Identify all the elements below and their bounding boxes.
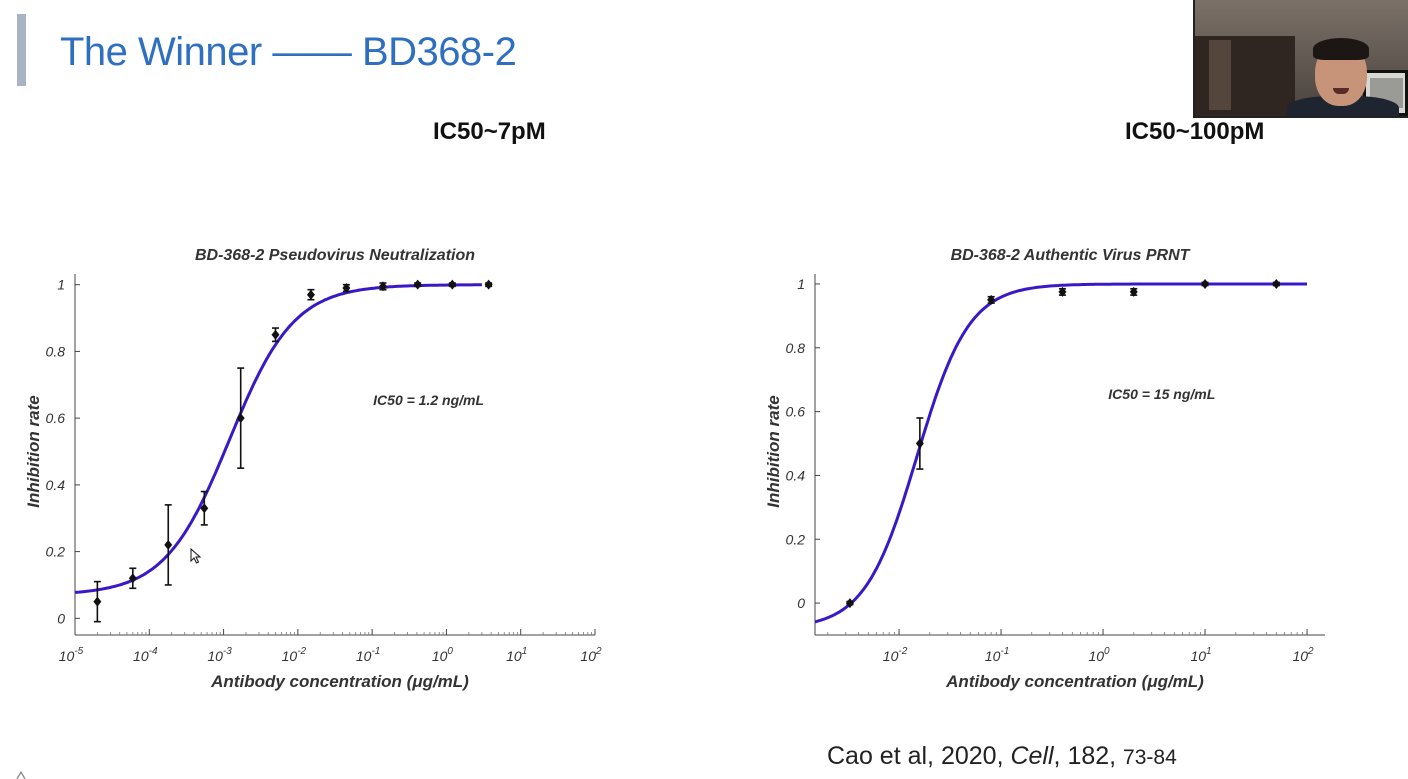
- point-marker: [484, 279, 493, 290]
- y-tick-label: 0.2: [46, 544, 66, 560]
- ic50-annotation: IC50 = 1.2 ng/mL: [373, 392, 484, 408]
- data-point: [484, 279, 493, 290]
- x-tick-label: 10-2: [883, 646, 908, 664]
- data-point: [342, 283, 351, 294]
- point-marker: [200, 503, 209, 514]
- citation-journal: Cell: [1010, 742, 1054, 770]
- fit-curve: [814, 282, 1307, 624]
- point-marker: [378, 281, 387, 292]
- ic50-right-label: IC50~100pM: [1125, 118, 1265, 145]
- y-axis-label: Inhibition rate: [764, 395, 783, 507]
- data-point: [236, 367, 245, 469]
- y-axis-label: Inhibition rate: [24, 395, 43, 507]
- data-point: [93, 580, 102, 623]
- point-marker: [93, 596, 102, 607]
- x-tick-label: 10-1: [985, 646, 1009, 664]
- point-marker: [271, 329, 280, 340]
- y-tick-label: 0: [797, 595, 805, 611]
- y-tick-label: 0.8: [46, 343, 66, 359]
- point-marker: [1058, 286, 1067, 297]
- chart-title: BD-368-2 Pseudovirus Neutralization: [195, 247, 475, 264]
- x-tick-label: 101: [1190, 646, 1211, 664]
- presenter-webcam[interactable]: [1193, 0, 1408, 118]
- point-marker: [236, 413, 245, 424]
- data-point: [378, 281, 387, 292]
- data-point: [1201, 278, 1210, 289]
- point-marker: [448, 279, 457, 290]
- y-tick-label: 0.2: [786, 531, 806, 547]
- y-tick-label: 0.8: [786, 340, 806, 356]
- chart-title: BD-368-2 Authentic Virus PRNT: [951, 247, 1191, 264]
- data-point: [987, 294, 996, 305]
- data-point: [915, 417, 924, 470]
- x-tick-label: 10-4: [133, 646, 158, 664]
- x-tick-label: 10-5: [59, 646, 84, 664]
- data-point: [413, 279, 422, 290]
- point-marker: [1201, 278, 1210, 289]
- data-point: [306, 288, 315, 301]
- data-point: [1058, 286, 1067, 297]
- corner-glyph: [16, 770, 26, 779]
- x-tick-label: 10-2: [282, 646, 307, 664]
- point-marker: [1129, 286, 1138, 297]
- y-tick-label: 0.4: [786, 467, 806, 483]
- x-tick-label: 10-3: [207, 646, 232, 664]
- data-point: [845, 598, 854, 609]
- x-tick-label: 101: [506, 646, 527, 664]
- x-tick-label: 100: [1088, 646, 1110, 664]
- pseudovirus-neutralization-chart: BD-368-2 Pseudovirus Neutralization 0 0.2 0…: [24, 247, 602, 691]
- authentic-virus-prnt-chart: BD-368-2 Authentic Virus PRNT 0 0.2 0.4 0.6 0…: [764, 247, 1325, 691]
- point-marker: [306, 289, 315, 300]
- citation-volume: , 182,: [1053, 742, 1124, 770]
- x-tick-label: 102: [580, 646, 602, 664]
- slide-title: The Winner —— BD368-2: [60, 30, 517, 74]
- data-point: [164, 504, 173, 586]
- data-point: [1272, 278, 1281, 289]
- point-marker: [342, 283, 351, 294]
- point-marker: [164, 539, 173, 550]
- x-tick-label: 10-1: [356, 646, 380, 664]
- presenter-body: [1287, 96, 1399, 116]
- citation-authors: Cao et al, 2020,: [827, 742, 1011, 770]
- point-marker: [915, 438, 924, 449]
- y-tick-label: 0.4: [46, 477, 66, 493]
- x-axis-label: Antibody concentration (μg/mL): [210, 672, 469, 691]
- data-point: [448, 279, 457, 290]
- y-tick-label: 0.6: [786, 404, 806, 420]
- mouse-pointer-icon: [190, 548, 202, 564]
- y-tick-label: 1: [57, 277, 65, 293]
- x-tick-label: 102: [1292, 646, 1314, 664]
- ic50-left-label: IC50~7pM: [433, 118, 546, 145]
- y-tick-label: 1: [797, 276, 805, 292]
- y-tick-label: 0.6: [46, 410, 66, 426]
- citation: Cao et al, 2020, Cell, 182, 73-84: [827, 742, 1177, 771]
- data-point: [1129, 286, 1138, 297]
- citation-pages: 73-84: [1123, 746, 1177, 769]
- data-point: [271, 327, 280, 343]
- point-marker: [1272, 278, 1281, 289]
- data-point: [128, 567, 137, 590]
- y-tick-label: 0: [57, 610, 65, 626]
- title-accent-bar: [17, 14, 26, 86]
- x-tick-label: 100: [432, 646, 454, 664]
- point-marker: [413, 279, 422, 290]
- data-point: [200, 490, 209, 526]
- point-marker: [845, 598, 854, 609]
- point-marker: [987, 294, 996, 305]
- ic50-annotation: IC50 = 15 ng/mL: [1108, 386, 1215, 402]
- fit-curve: [74, 283, 482, 594]
- x-axis-label: Antibody concentration (μg/mL): [945, 672, 1204, 691]
- point-marker: [128, 573, 137, 584]
